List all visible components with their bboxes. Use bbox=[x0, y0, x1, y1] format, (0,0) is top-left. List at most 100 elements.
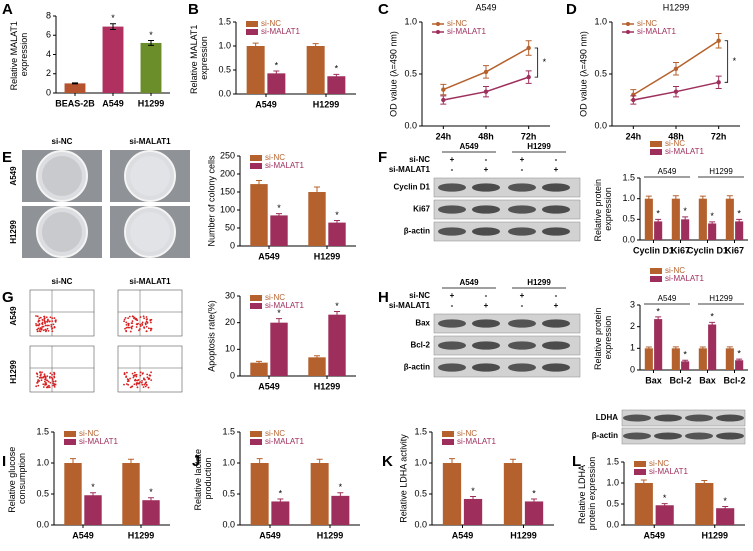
flow-dot bbox=[36, 373, 39, 375]
flow-dot bbox=[145, 316, 148, 318]
significance: * bbox=[149, 487, 153, 497]
x-tick-label: 48h bbox=[478, 131, 494, 141]
error-bar bbox=[722, 506, 729, 511]
y-tick-label: 20 bbox=[225, 317, 235, 327]
condition-label: si-NC bbox=[409, 291, 430, 300]
band bbox=[508, 183, 536, 192]
panel-letter: H bbox=[378, 289, 389, 306]
flow-dot bbox=[36, 382, 38, 384]
significance: * bbox=[663, 493, 667, 503]
x-tick-label: Ki67 bbox=[725, 245, 744, 255]
flow-dot bbox=[53, 317, 56, 319]
flow-dot bbox=[46, 379, 48, 382]
flow-dot bbox=[146, 376, 149, 379]
blot-strip bbox=[433, 221, 581, 242]
bar bbox=[442, 463, 462, 525]
legend-swatch bbox=[250, 303, 262, 309]
significance: * bbox=[737, 349, 741, 359]
y-tick-label: 0.5 bbox=[414, 488, 427, 498]
band-label: Ki67 bbox=[413, 205, 430, 214]
bracket bbox=[534, 47, 539, 78]
y-tick-label: 1.5 bbox=[218, 16, 231, 26]
band bbox=[472, 363, 500, 372]
significance: * bbox=[710, 211, 714, 221]
band bbox=[542, 363, 570, 372]
flow-dot bbox=[44, 324, 47, 327]
column-label: si-MALAT1 bbox=[129, 277, 171, 286]
x-tick-label: 48h bbox=[668, 131, 684, 141]
point bbox=[441, 87, 446, 92]
flow-dot bbox=[144, 322, 147, 325]
flow-dot bbox=[144, 382, 147, 385]
flow-dot bbox=[145, 325, 148, 328]
error-bar bbox=[448, 458, 455, 468]
flow-dot bbox=[42, 386, 45, 388]
flow-dot bbox=[51, 378, 54, 381]
legend-label: si-NC bbox=[261, 19, 281, 28]
significance: * bbox=[335, 64, 339, 74]
flow-dot bbox=[46, 327, 49, 330]
y-tick-label: 150 bbox=[220, 186, 235, 196]
flow-dot bbox=[126, 378, 129, 381]
sign: + bbox=[554, 301, 559, 310]
significance: * bbox=[277, 308, 281, 318]
flow-dot bbox=[39, 374, 42, 377]
y-tick-label: 100 bbox=[220, 204, 235, 214]
flow-dot bbox=[42, 376, 45, 379]
panel-letter: G bbox=[2, 289, 14, 306]
group-label: H1299 bbox=[709, 167, 733, 176]
sign: - bbox=[521, 301, 524, 310]
y-tick-label: 10 bbox=[225, 344, 235, 354]
flow-dot bbox=[125, 376, 128, 379]
flow-dot bbox=[150, 379, 153, 382]
panel-letter: B bbox=[188, 1, 199, 18]
bracket bbox=[724, 40, 729, 83]
sign: - bbox=[555, 155, 558, 164]
y-tick-label: 1.0 bbox=[222, 457, 235, 467]
dish-inner bbox=[130, 156, 170, 196]
flow-dot bbox=[40, 373, 42, 376]
significance: * bbox=[710, 312, 714, 322]
legend-label: si-MALAT1 bbox=[665, 147, 705, 156]
x-tick-label: A549 bbox=[452, 530, 474, 540]
sign: - bbox=[485, 155, 488, 164]
legend-label: si-MALAT1 bbox=[649, 467, 689, 476]
error-bar bbox=[509, 458, 516, 468]
flow-dot bbox=[137, 382, 139, 385]
significance: * bbox=[733, 56, 737, 66]
y-tick-label: 0.5 bbox=[222, 488, 235, 498]
flow-dot bbox=[135, 373, 138, 376]
legend-swatch bbox=[436, 22, 440, 26]
flow-dot bbox=[35, 322, 37, 325]
flow-dot bbox=[132, 376, 135, 379]
legend-label: si-MALAT1 bbox=[447, 27, 487, 36]
band bbox=[438, 341, 466, 350]
error-bar bbox=[313, 186, 320, 198]
y-tick-label: 0 bbox=[46, 87, 51, 97]
chart-title: H1299 bbox=[663, 2, 690, 12]
x-tick-label: H1299 bbox=[317, 530, 344, 540]
flow-dot bbox=[133, 383, 136, 386]
blot-strip bbox=[433, 313, 581, 334]
flow-dot bbox=[47, 319, 49, 322]
y-tick-label: 0.5 bbox=[606, 498, 619, 508]
flow-dot bbox=[135, 375, 138, 378]
legend-swatch bbox=[634, 461, 646, 467]
y-axis-label: Relative protein expression bbox=[593, 176, 613, 241]
point bbox=[673, 89, 679, 94]
flow-dot bbox=[147, 327, 150, 330]
error-bar bbox=[273, 70, 280, 77]
point bbox=[483, 69, 489, 75]
bar bbox=[671, 198, 680, 240]
legend-label: si-NC bbox=[265, 293, 285, 302]
flow-dot bbox=[147, 386, 150, 389]
column-label: si-MALAT1 bbox=[129, 137, 171, 146]
flow-dot bbox=[44, 322, 46, 325]
flow-dot bbox=[123, 373, 126, 376]
band bbox=[685, 414, 713, 422]
bar bbox=[735, 221, 744, 240]
x-tick-label: A549 bbox=[258, 251, 280, 261]
x-tick-label: A549 bbox=[258, 381, 280, 391]
significance: * bbox=[279, 488, 283, 498]
band bbox=[542, 205, 570, 214]
